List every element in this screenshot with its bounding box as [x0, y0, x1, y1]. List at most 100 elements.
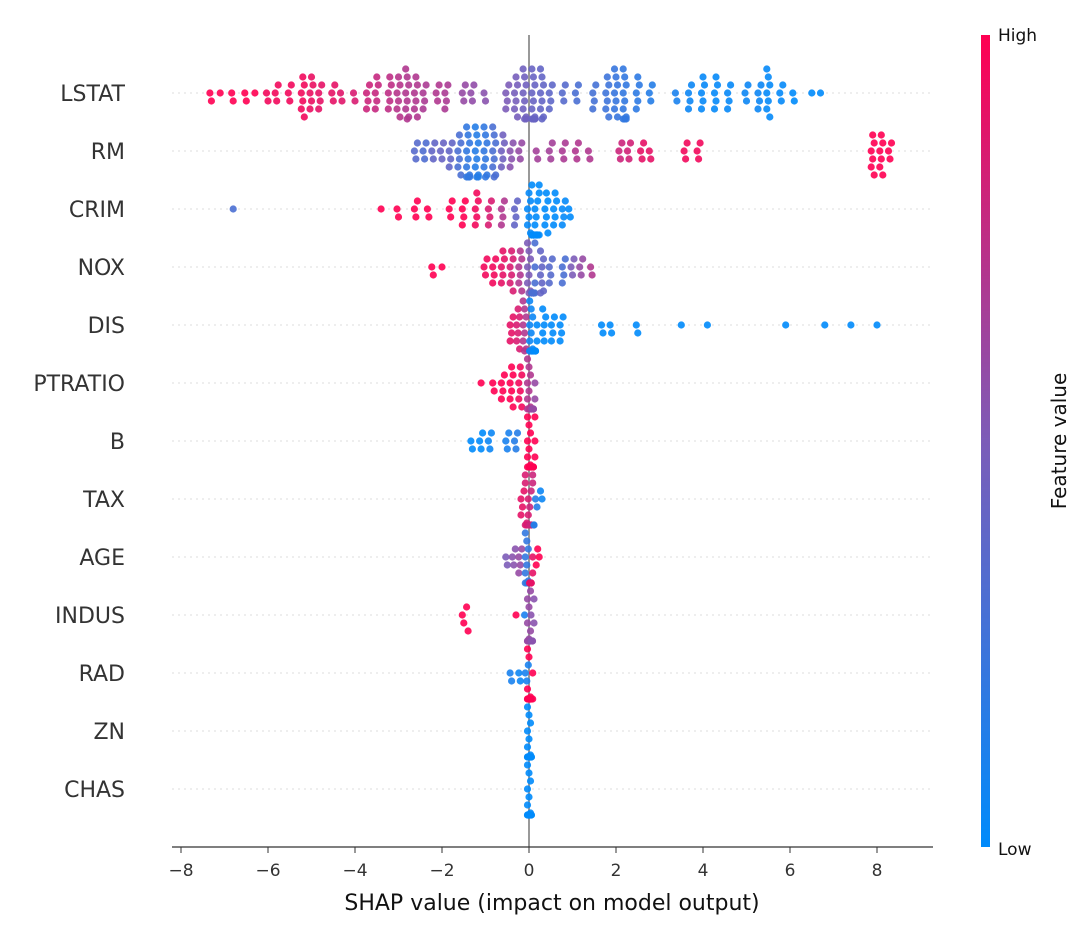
data-point-crim — [445, 205, 453, 213]
data-point-lstat — [724, 105, 732, 113]
data-point-rm — [515, 147, 523, 155]
data-point-lstat — [647, 97, 655, 105]
data-point-nox — [587, 263, 595, 271]
data-point-age — [502, 553, 510, 561]
data-point-nox — [438, 263, 446, 271]
data-point-lstat — [468, 97, 476, 105]
data-point-rm — [508, 155, 516, 163]
data-point-dis — [506, 321, 514, 329]
data-point-lstat — [228, 89, 236, 97]
x-tick-label: −8 — [168, 861, 193, 881]
data-point-indus — [463, 603, 471, 611]
data-point-nox — [568, 271, 577, 279]
data-point-lstat — [779, 81, 787, 89]
data-point-rm — [457, 171, 465, 179]
data-point-crim — [542, 189, 551, 197]
data-point-age — [529, 553, 537, 561]
data-point-rm — [547, 155, 555, 163]
data-point-lstat — [206, 89, 214, 97]
data-point-lstat — [315, 105, 323, 113]
data-point-rad — [521, 669, 529, 677]
data-point-lstat — [402, 65, 410, 73]
data-point-lstat — [589, 89, 597, 97]
data-point-crim — [532, 231, 540, 239]
data-point-lstat — [610, 65, 619, 73]
data-point-lstat — [560, 97, 568, 105]
data-point-lstat — [503, 97, 511, 105]
data-point-rad — [516, 677, 524, 685]
data-point-dis — [513, 337, 521, 345]
data-point-crim — [460, 213, 468, 221]
data-point-rm — [490, 155, 498, 163]
data-point-crim — [458, 205, 466, 213]
data-point-indus — [526, 627, 535, 635]
data-point-dis — [539, 305, 547, 313]
data-point-rad — [506, 669, 514, 677]
data-point-zn — [526, 719, 535, 727]
data-point-b — [523, 437, 532, 445]
data-point-dis — [529, 313, 537, 321]
data-point-rm — [886, 155, 894, 163]
data-point-lstat — [349, 89, 358, 97]
data-point-rm — [506, 163, 514, 171]
data-point-rm — [877, 131, 885, 139]
data-point-crim — [532, 213, 540, 221]
data-point-lstat — [763, 89, 771, 97]
data-point-b — [479, 429, 487, 437]
data-point-lstat — [536, 105, 545, 113]
data-point-crim — [544, 229, 552, 237]
data-point-lstat — [612, 73, 620, 81]
data-point-dis — [542, 313, 550, 321]
data-point-rm — [573, 155, 581, 163]
data-point-b — [528, 463, 536, 471]
data-point-b — [484, 437, 492, 445]
data-point-lstat — [510, 105, 519, 113]
data-point-rm — [640, 139, 648, 147]
data-point-lstat — [741, 89, 749, 97]
data-point-rad — [523, 677, 531, 685]
data-point-lstat — [699, 97, 707, 105]
data-point-dis — [539, 329, 547, 337]
data-point-rad — [529, 669, 537, 677]
data-point-lstat — [816, 89, 825, 97]
data-point-crim — [229, 205, 237, 213]
data-point-dis — [527, 329, 535, 337]
data-point-dis — [522, 313, 530, 321]
data-point-lstat — [529, 73, 538, 81]
data-point-dis — [547, 337, 556, 345]
data-point-lstat — [574, 81, 583, 89]
data-point-lstat — [480, 89, 488, 97]
data-point-lstat — [612, 97, 620, 105]
data-point-lstat — [413, 113, 421, 121]
data-point-age — [516, 561, 524, 569]
data-point-rm — [439, 139, 448, 147]
feature-label: CHAS — [64, 778, 125, 803]
data-point-nox — [499, 271, 507, 279]
data-point-lstat — [396, 81, 404, 89]
data-point-indus — [530, 595, 538, 603]
data-point-lstat — [374, 81, 382, 89]
data-point-dis — [703, 321, 712, 329]
data-point-lstat — [287, 81, 295, 89]
data-point-crim — [425, 213, 433, 221]
x-tick-label: −4 — [342, 861, 367, 881]
data-point-nox — [526, 255, 535, 263]
data-point-rm — [499, 131, 507, 139]
feature-label: AGE — [79, 546, 125, 571]
data-point-crim — [471, 205, 479, 213]
data-point-crim — [525, 189, 533, 197]
data-point-rm — [481, 173, 490, 181]
data-point-lstat — [403, 73, 411, 81]
data-point-dis — [526, 337, 534, 345]
data-point-rm — [693, 147, 701, 155]
data-point-ptratio — [499, 387, 507, 395]
data-point-lstat — [386, 97, 394, 105]
data-point-tax — [518, 503, 527, 511]
feature-label: CRIM — [69, 198, 125, 223]
data-point-rm — [877, 155, 885, 163]
data-point-nox — [558, 279, 566, 287]
data-point-nox — [538, 263, 546, 271]
data-point-lstat — [467, 89, 475, 97]
data-point-lstat — [522, 115, 530, 123]
data-point-nox — [579, 255, 587, 263]
